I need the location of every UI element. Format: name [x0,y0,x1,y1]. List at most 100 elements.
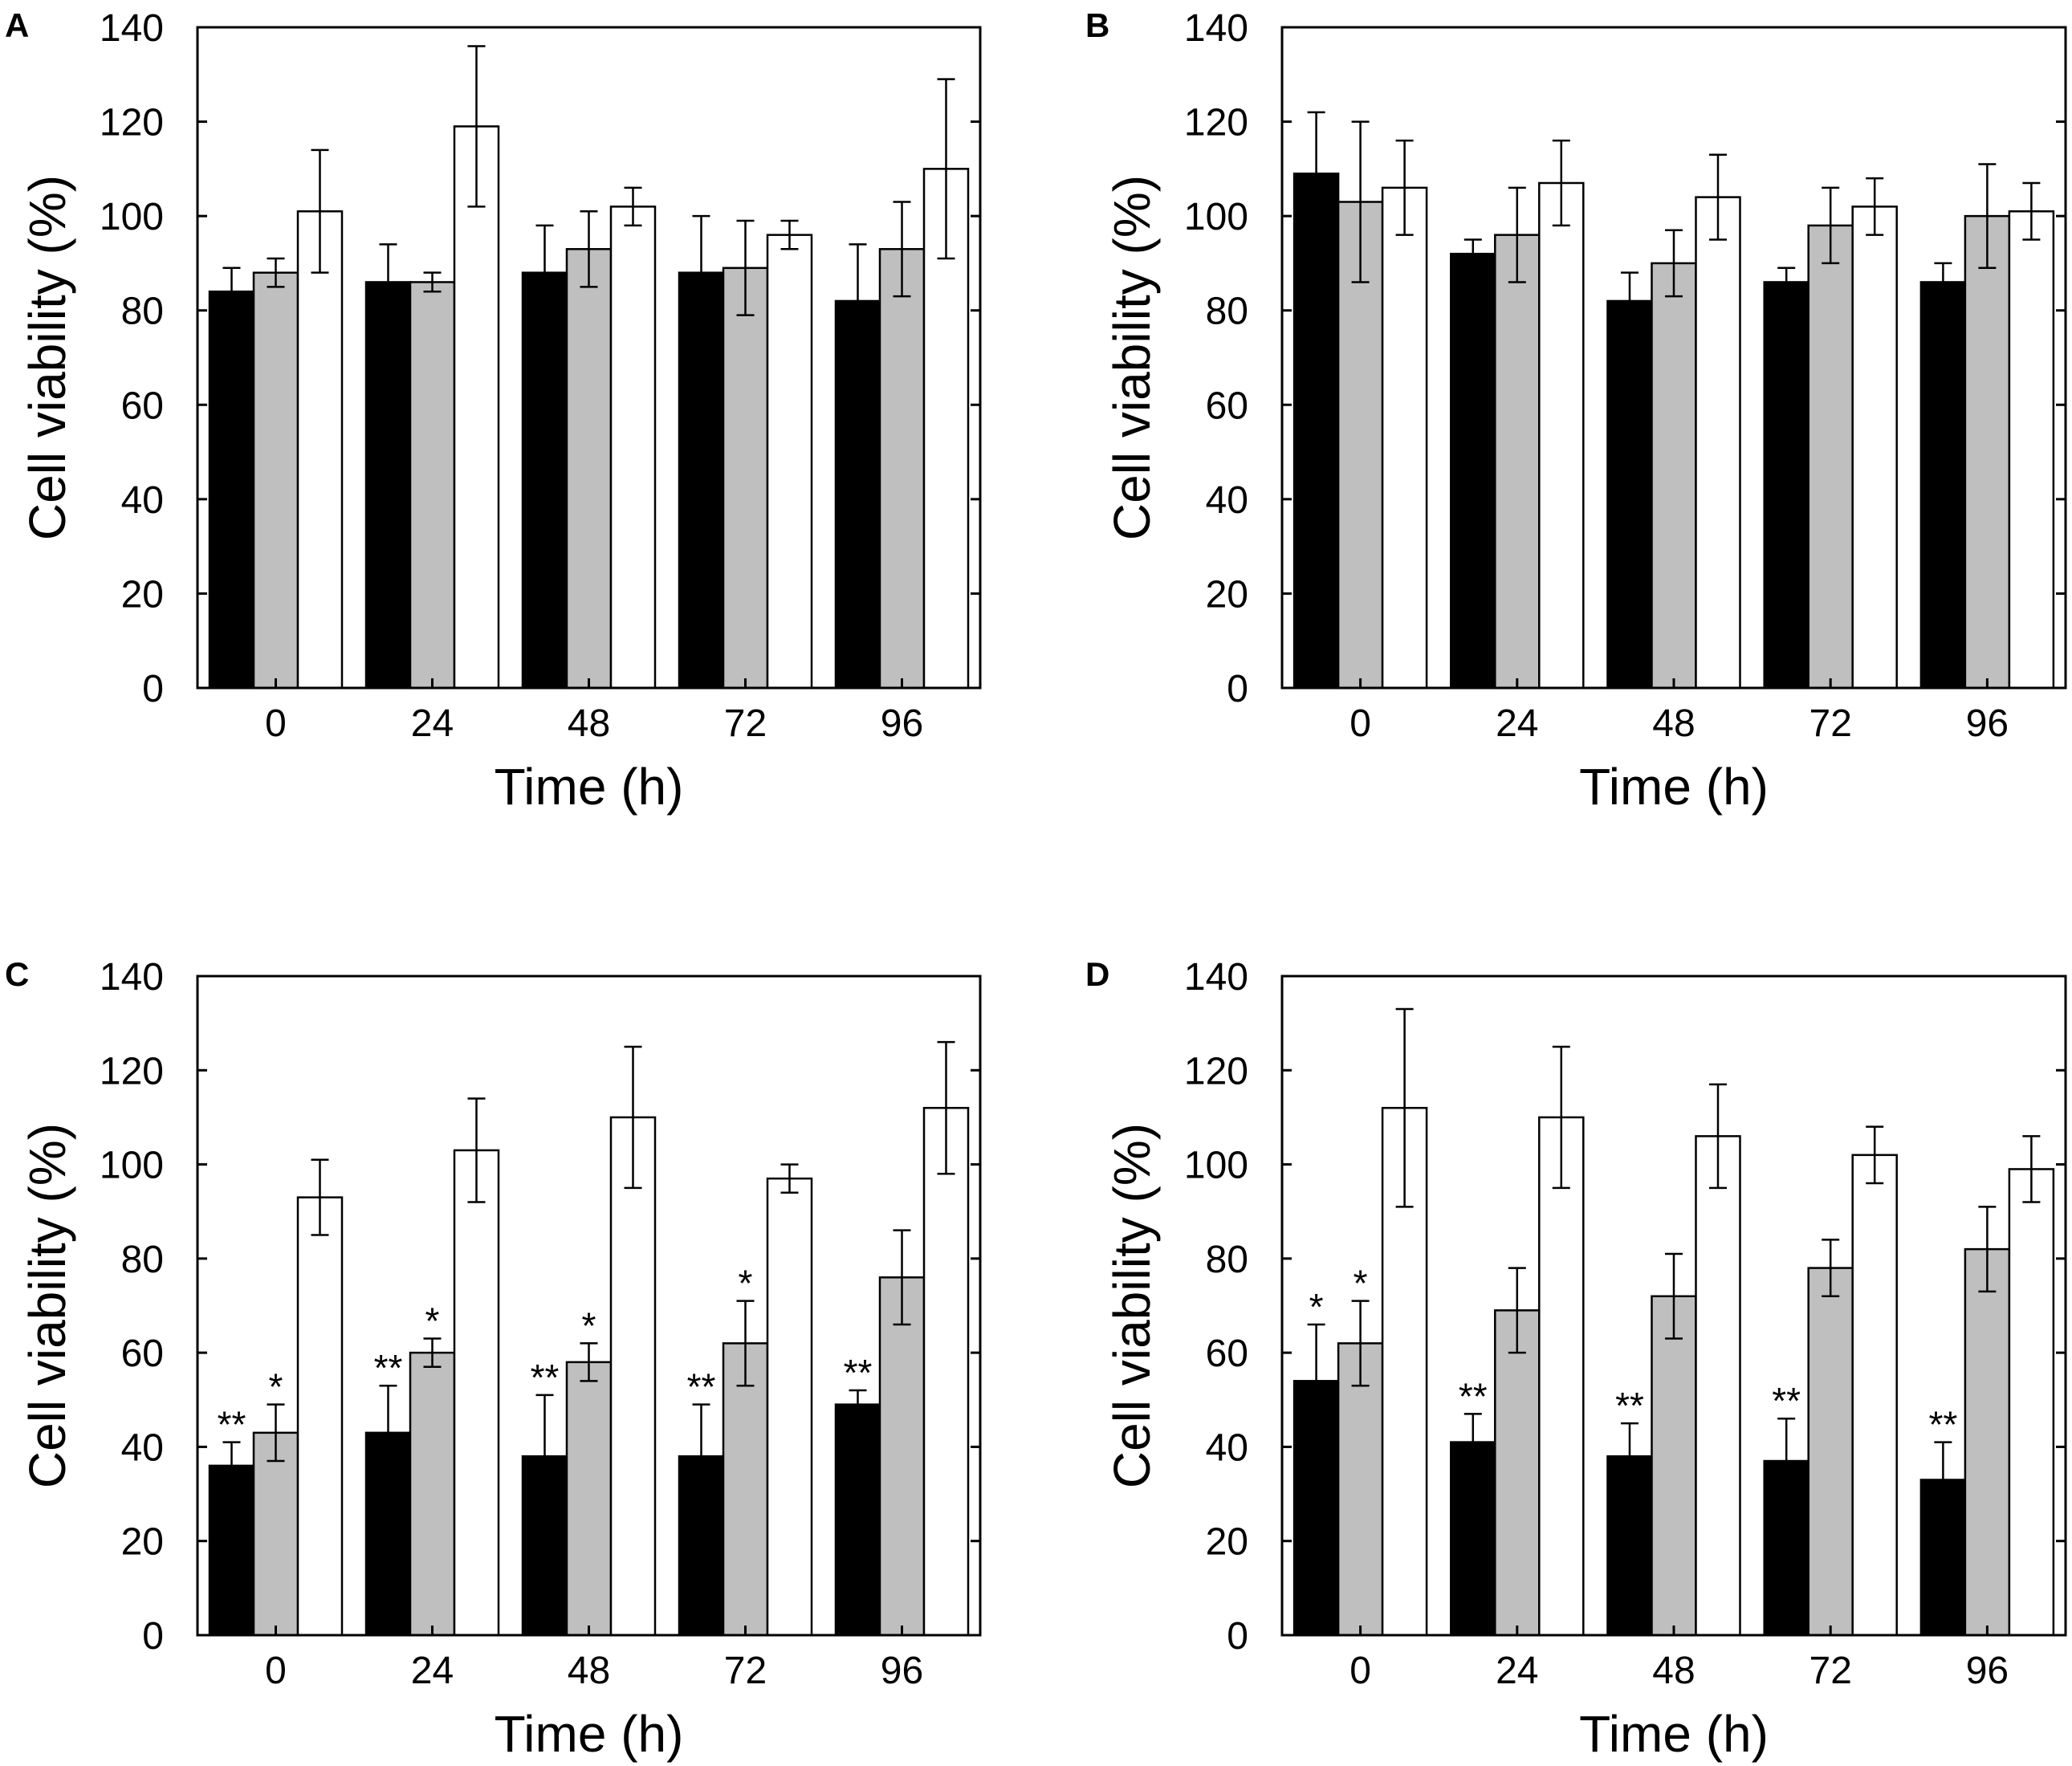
error-bar-black-96h [1934,262,1952,303]
y-tick-label: 140 [1184,956,1248,999]
bar-gray-24h [409,281,456,690]
bar-gray-0h [252,1431,299,1637]
y-tick-label: 40 [1206,479,1248,522]
error-bar-black-0h [1307,111,1325,236]
error-bar-white-48h [624,1045,642,1190]
error-bar-gray-72h [736,1300,755,1387]
y-tick-label: 40 [1206,1426,1248,1469]
significance-marker: ** [374,1347,403,1389]
y-tick-label: 0 [142,668,164,710]
significance-marker: ** [1928,1404,1957,1446]
x-tick-label: 48 [568,702,610,745]
error-bar-black-0h [222,267,241,316]
bar-gray-96h [878,248,926,690]
error-bar-gray-96h [893,1229,911,1326]
panel-b: B 0 20 40 60 80 100 120 140 0 24 48 72 96 Time (h) Cell… [1085,6,2067,816]
error-bar-gray-0h [267,257,285,288]
x-tick-label: 48 [568,1650,610,1692]
y-axis-title: Cell viability (%) [1103,1123,1161,1488]
bar-black-96h [1919,281,1967,690]
error-bar-black-24h [1463,238,1482,270]
error-bar-gray-48h [580,210,598,288]
bar-white-48h [609,205,657,690]
y-tick-label: 100 [1184,1145,1248,1187]
significance-marker: ** [1772,1380,1801,1422]
error-bar-black-96h [849,243,867,359]
y-tick-label: 40 [121,479,164,522]
error-bar-black-48h [1621,271,1638,331]
significance-marker: * [582,1304,596,1346]
panel-label: B [1085,6,1109,44]
bar-gray-0h [252,271,299,690]
panel-label: A [5,6,29,44]
bar-black-48h [1606,299,1653,690]
error-bar-white-96h [937,78,955,260]
x-tick-label: 48 [1652,1650,1695,1692]
significance-marker: ** [844,1352,873,1394]
error-bar-black-72h [692,214,710,331]
error-bar-white-96h [2022,1135,2041,1203]
bar-gray-96h [1964,214,2011,690]
bar-gray-48h [565,248,613,690]
y-tick-label: 120 [1184,1050,1248,1093]
error-bar-gray-72h [1822,186,1840,265]
error-bar-gray-24h [1508,1267,1526,1354]
bar-black-0h [208,290,255,690]
error-bar-gray-24h [1508,186,1526,283]
error-bar-white-0h [311,1158,329,1236]
x-axis-title: Time (h) [495,1705,684,1763]
bar-black-48h [521,271,568,690]
error-bar-gray-48h [1665,1252,1683,1340]
error-bar-black-24h [1463,1413,1482,1471]
bar-white-0h [1381,186,1428,690]
bar-black-72h [678,271,725,690]
significance-marker: * [1309,1286,1324,1328]
y-tick-label: 100 [100,1145,164,1187]
bar-white-24h [453,1149,500,1637]
significance-marker: ** [687,1366,716,1408]
error-bar-gray-96h [1978,1206,1997,1293]
x-tick-label: 96 [1966,1650,2009,1692]
error-bar-gray-24h [423,1337,442,1368]
y-axis-title: Cell viability (%) [18,175,76,540]
x-axis-title: Time (h) [495,758,684,816]
error-bar-black-48h [1621,1422,1638,1491]
x-tick-label: 72 [1809,1650,1852,1692]
bar-gray-48h [1651,262,1697,690]
error-bar-black-96h [849,1389,867,1420]
bar-gray-72h [722,267,769,690]
y-axis-title: Cell viability (%) [18,1123,76,1488]
significance-marker: * [1354,1263,1368,1304]
bar-gray-48h [565,1361,613,1637]
bar-gray-72h [722,1342,769,1637]
bar-black-72h [1763,281,1809,690]
y-tick-label: 20 [121,1521,164,1564]
error-bar-gray-24h [423,271,442,293]
error-bar-gray-72h [736,219,755,316]
y-tick-label: 0 [1227,1615,1248,1658]
x-tick-label: 72 [1809,702,1852,745]
bar-white-24h [453,125,500,690]
error-bar-white-24h [467,45,486,208]
y-tick-label: 60 [1206,1333,1248,1375]
bar-black-96h [834,299,881,690]
y-tick-label: 120 [100,1050,164,1093]
x-tick-label: 24 [411,702,454,745]
significance-marker: ** [531,1357,560,1398]
bar-white-72h [1851,205,1898,690]
y-tick-label: 0 [1227,668,1248,710]
bar-black-96h [834,1403,881,1637]
error-bar-black-0h [1307,1323,1325,1438]
y-tick-label: 60 [121,385,164,427]
error-bar-gray-0h [267,1403,285,1463]
error-bar-white-48h [1709,1083,1727,1190]
bar-black-0h [1292,172,1340,690]
y-tick-label: 80 [1206,1239,1248,1281]
y-tick-label: 20 [1206,1521,1248,1564]
error-bar-white-24h [1552,139,1570,227]
bar-gray-24h [409,1351,456,1637]
panel-a: A 0 20 40 60 80 100 120 140 0 24 48 72 96 Time (h) Cell… [5,6,982,816]
error-bar-black-72h [692,1403,710,1509]
y-tick-label: 60 [1206,385,1248,427]
